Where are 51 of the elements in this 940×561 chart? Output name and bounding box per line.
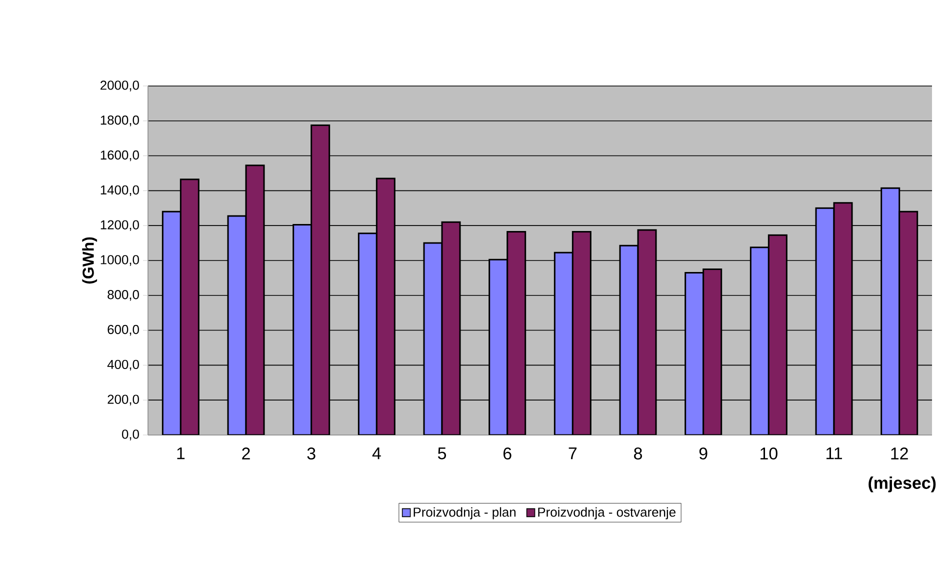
bar [768,234,788,435]
x-tick-label: 1 [177,448,185,460]
bar [833,202,853,435]
y-tick-label: 200,0 [108,394,139,406]
bar [441,221,461,435]
x-axis-title: (mjesec) [868,476,936,492]
bar [554,252,574,435]
bar [619,244,639,435]
bar [292,224,312,435]
legend-label: Proizvodnja - ostvarenje [538,507,676,520]
bar [227,215,247,435]
bar [358,232,378,435]
bar [898,210,918,435]
bar [702,268,722,435]
x-tick-label: 12 [891,448,908,460]
x-tick-label: 7 [568,448,577,460]
x-tick-label: 11 [826,448,842,460]
bar [506,230,526,435]
x-tick-label: 8 [634,448,642,460]
bar [162,210,182,435]
x-tick-label: 2 [242,448,250,460]
x-tick-label: 4 [372,448,381,460]
bar [310,124,330,435]
y-tick-label: 1000,0 [100,255,139,266]
bar [245,164,265,435]
bar [423,242,443,435]
legend-label: Proizvodnja - plan [414,507,516,520]
bar [376,178,396,435]
y-tick-label: 400,0 [107,360,139,371]
y-tick-label: 600,0 [108,324,139,336]
bar [815,207,835,435]
x-tick-label: 10 [760,448,778,460]
y-tick-label: 0,0 [122,430,139,440]
bar [180,178,200,435]
x-tick-label: 6 [503,448,512,460]
y-axis-title: (GWh) [82,237,98,284]
y-tick-label: 1600,0 [100,150,139,162]
bar [684,272,704,435]
y-tick-label: 1800,0 [100,116,139,126]
bar [572,230,592,435]
x-tick-label: 3 [307,448,316,460]
x-tick-label: 5 [438,448,446,460]
y-tick-label: 2000,0 [100,80,139,92]
bar [488,258,508,435]
bar [750,246,770,435]
bar [637,229,657,435]
y-tick-label: 1400,0 [100,185,139,196]
y-tick-label: 800,0 [108,290,139,301]
bar [880,187,900,435]
y-tick-label: 1200,0 [100,220,139,231]
x-tick-label: 9 [699,448,708,460]
